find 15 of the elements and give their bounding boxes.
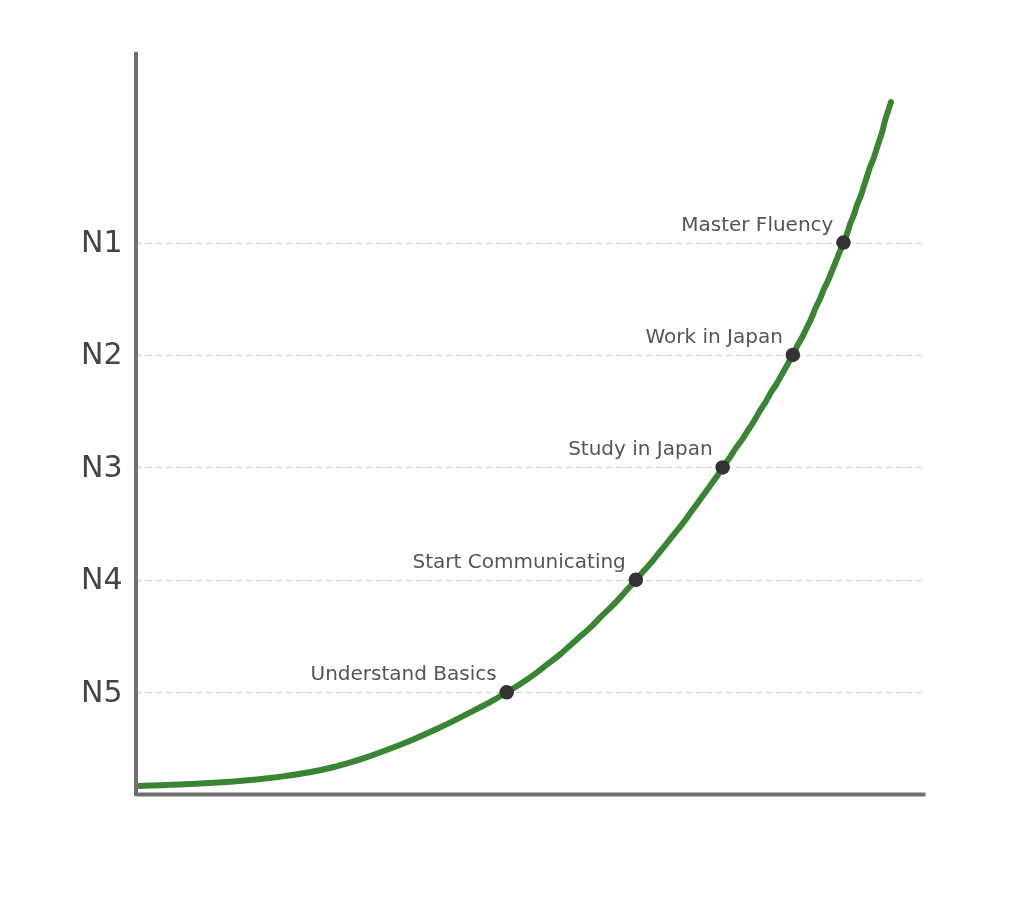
y-tick-label: N2 [80, 336, 123, 372]
y-tick-label: N4 [80, 561, 123, 597]
y-tick-label: N1 [80, 224, 123, 260]
y-tick-label: N5 [80, 673, 123, 709]
point [715, 460, 730, 475]
y-tick-label: N3 [80, 448, 123, 484]
annotation: Start Communicating [412, 548, 626, 573]
annotation: Master Fluency [681, 211, 834, 236]
annotation: Work in Japan [645, 323, 783, 348]
point [499, 685, 514, 700]
annotation: Understand Basics [310, 661, 497, 686]
annotation: Study in Japan [568, 436, 713, 461]
point [628, 572, 644, 588]
point [785, 347, 801, 363]
point [836, 235, 851, 250]
